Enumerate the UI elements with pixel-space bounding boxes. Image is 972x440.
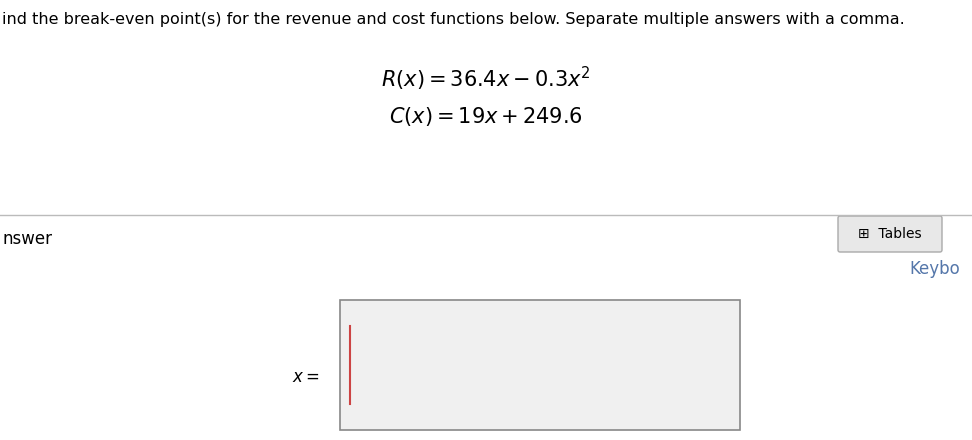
Text: nswer: nswer xyxy=(2,230,52,248)
FancyBboxPatch shape xyxy=(838,216,942,252)
Bar xyxy=(340,300,740,430)
Text: $x =$: $x =$ xyxy=(293,368,320,386)
Text: $R(x) = 36.4x - 0.3x^2$: $R(x) = 36.4x - 0.3x^2$ xyxy=(381,65,591,93)
Text: ind the break-even point(s) for the revenue and cost functions below. Separate m: ind the break-even point(s) for the reve… xyxy=(2,12,905,27)
Text: $C(x) = 19x + 249.6$: $C(x) = 19x + 249.6$ xyxy=(389,105,583,128)
Text: Keybo: Keybo xyxy=(909,260,960,278)
Text: ⊞  Tables: ⊞ Tables xyxy=(858,227,921,241)
